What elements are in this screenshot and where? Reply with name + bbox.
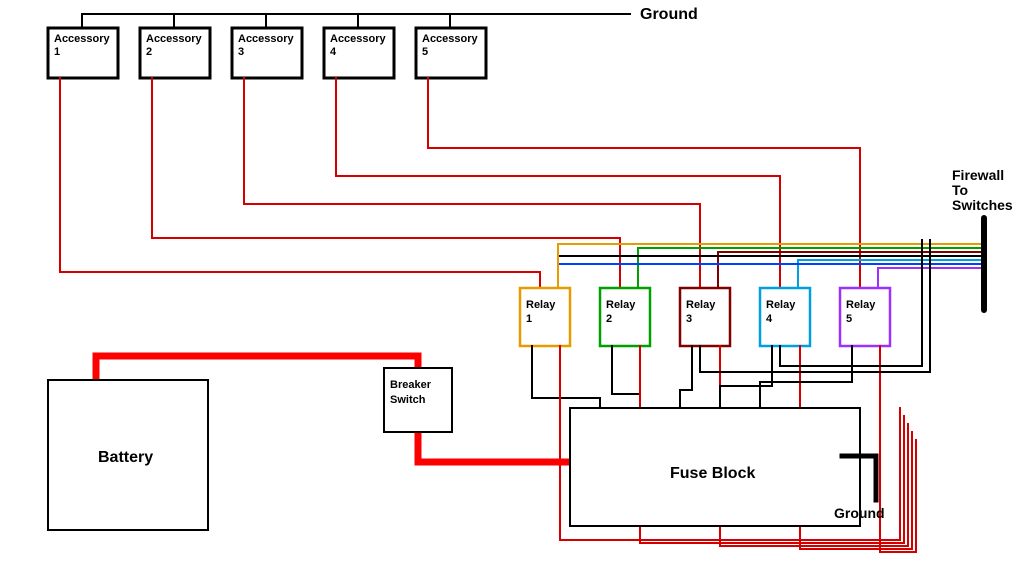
relay-3-label: 3 xyxy=(686,313,692,325)
breaker-label: Breaker xyxy=(390,379,432,391)
relay-2-label: Relay xyxy=(606,299,636,311)
relay-2-label: 2 xyxy=(606,313,612,325)
accessory-2-label: Accessory xyxy=(146,33,203,45)
fuse-block-label: Fuse Block xyxy=(670,465,755,482)
relay-1-label: Relay xyxy=(526,299,556,311)
accessory-4-label: Accessory xyxy=(330,33,387,45)
firewall-label: Switches xyxy=(952,197,1013,213)
accessory-4-label: 4 xyxy=(330,46,337,58)
accessory-1-label: Accessory xyxy=(54,33,111,45)
relay-3-label: Relay xyxy=(686,299,716,311)
accessory-1-label: 1 xyxy=(54,46,60,58)
accessory-5-label: 5 xyxy=(422,46,428,58)
wiring-diagram: GroundAccessory1Accessory2Accessory3Acce… xyxy=(0,0,1024,576)
accessory-2-label: 2 xyxy=(146,46,152,58)
firewall-label: To xyxy=(952,182,968,198)
accessory-3-label: 3 xyxy=(238,46,244,58)
ground-bottom-label: Ground xyxy=(834,505,885,521)
breaker-label: Switch xyxy=(390,394,426,406)
relay-1-label: 1 xyxy=(526,313,532,325)
relay-5-label: 5 xyxy=(846,313,852,325)
ground-top-label: Ground xyxy=(640,6,698,23)
relay-5-label: Relay xyxy=(846,299,876,311)
accessory-5-label: Accessory xyxy=(422,33,479,45)
relay-4-label: Relay xyxy=(766,299,796,311)
firewall-label: Firewall xyxy=(952,167,1004,183)
accessory-3-label: Accessory xyxy=(238,33,295,45)
battery-label: Battery xyxy=(98,449,153,466)
relay-4-label: 4 xyxy=(766,313,773,325)
